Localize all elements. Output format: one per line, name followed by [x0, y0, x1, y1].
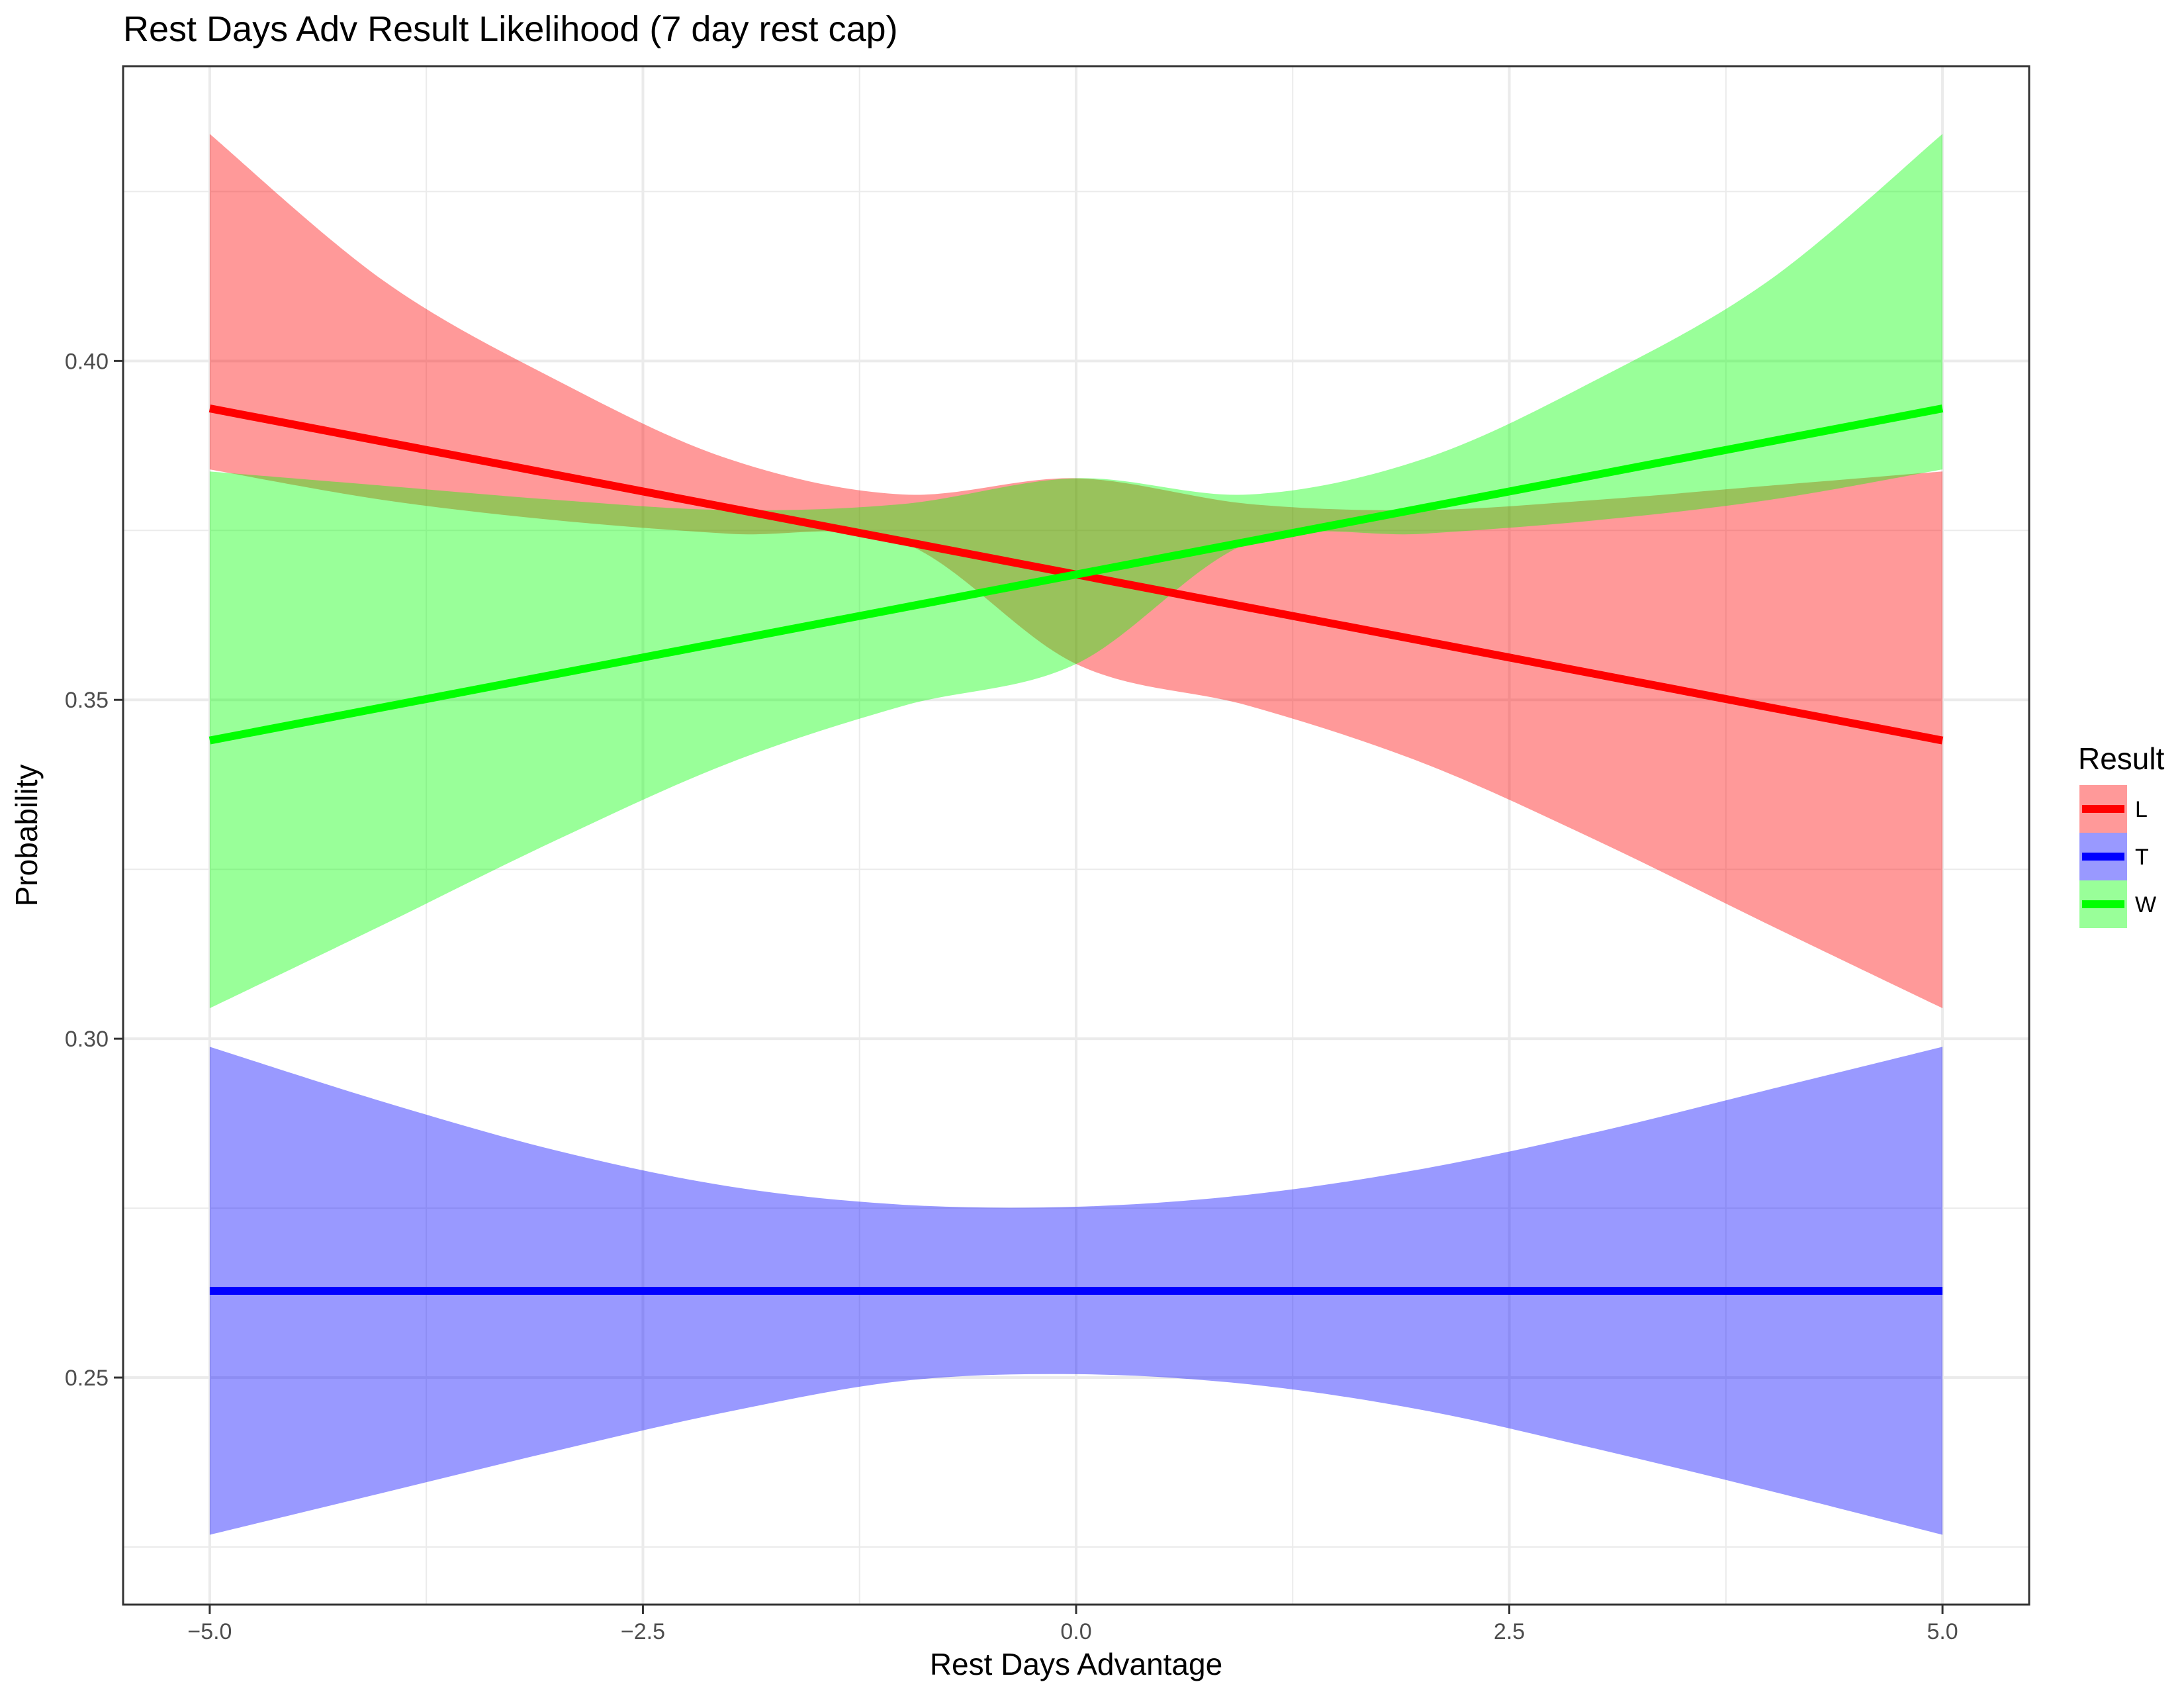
plot-panel — [122, 65, 2030, 1606]
x-tick-label: 5.0 — [1927, 1619, 1958, 1644]
y-tick-label: 0.40 — [65, 349, 109, 374]
chart-title: Rest Days Adv Result Likelihood (7 day r… — [123, 9, 898, 49]
x-axis-title: Rest Days Advantage — [930, 1647, 1222, 1681]
x-tick-label: −2.5 — [621, 1619, 665, 1644]
series-lines — [208, 404, 1944, 1295]
y-axis-ticks: 0.25 0.30 0.35 0.40 — [65, 349, 123, 1391]
legend-label-W: W — [2135, 892, 2156, 917]
series-line-W — [208, 404, 1944, 745]
x-tick-label: −5.0 — [187, 1619, 232, 1644]
y-tick-label: 0.35 — [65, 688, 109, 713]
x-tick-label: 2.5 — [1494, 1619, 1525, 1644]
legend-label-L: L — [2135, 797, 2148, 822]
x-axis-ticks: −5.0 −2.5 0.0 2.5 5.0 — [187, 1605, 1958, 1644]
legend-title: Result — [2078, 741, 2165, 776]
y-axis-title: Probability — [9, 765, 44, 907]
legend-label-T: T — [2135, 845, 2149, 870]
y-tick-label: 0.30 — [65, 1027, 109, 1052]
x-tick-label: 0.0 — [1060, 1619, 1091, 1644]
legend: Result LTW — [2078, 741, 2165, 928]
y-tick-label: 0.25 — [65, 1366, 109, 1391]
legend-items: LTW — [2079, 785, 2156, 928]
